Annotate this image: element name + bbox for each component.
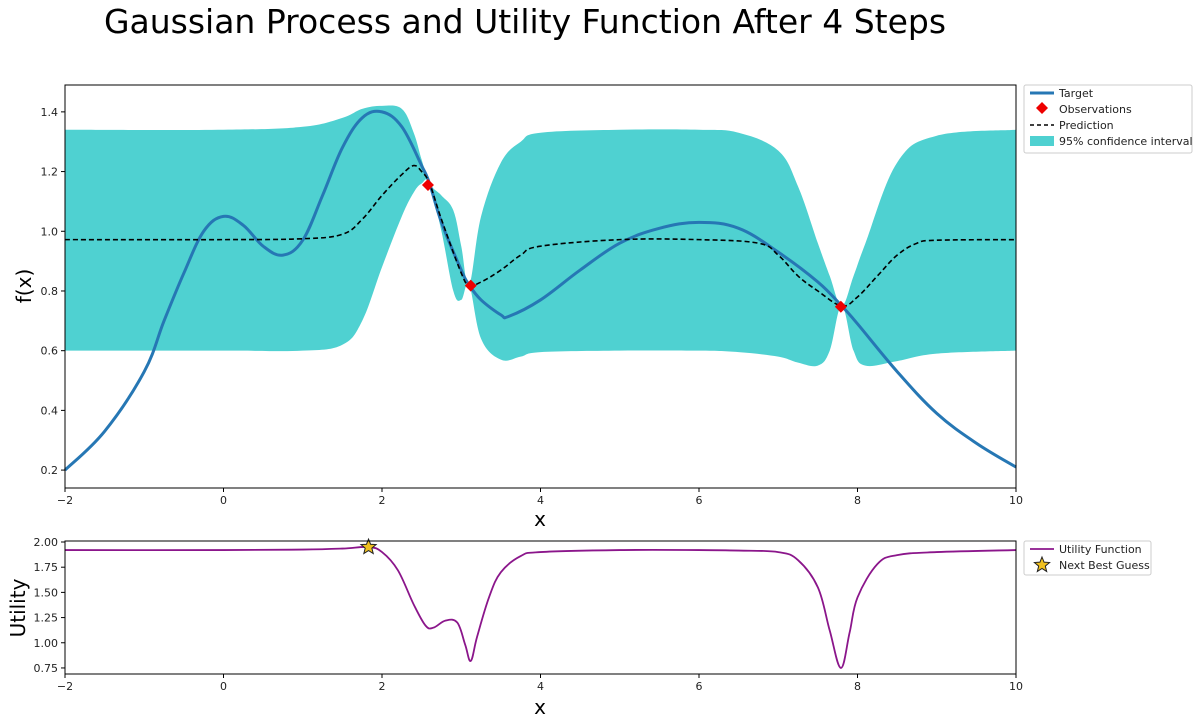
gp-x-tick-label: 2 [379, 494, 386, 507]
utility-panel: −2 0 2 4 6 8 10 0.75 1.00 1.25 1.50 1.75 2.00 x Uti… [6, 536, 1152, 719]
legend-observations-swatch [1036, 102, 1048, 114]
gp-x-tick-label: 10 [1009, 494, 1023, 507]
observation-point [464, 279, 477, 292]
utility-x-tick-label: 4 [537, 680, 544, 693]
utility-y-tick-label: 1.75 [34, 561, 59, 574]
utility-x-tick-label: 6 [696, 680, 703, 693]
legend-observations-label: Observations [1059, 103, 1132, 116]
chart-title: Gaussian Process and Utility Function Af… [104, 2, 946, 41]
observations-group [421, 179, 847, 313]
legend-next-guess-label: Next Best Guess [1059, 559, 1150, 572]
next-best-guess-star [359, 537, 378, 555]
utility-y-tick-label: 2.00 [34, 536, 59, 549]
utility-x-tick-label: 2 [379, 680, 386, 693]
observation-point [834, 300, 847, 313]
gp-y-tick-label: 1.4 [41, 106, 59, 119]
legend-utility-label: Utility Function [1059, 543, 1142, 556]
utility-x-tick-label: 0 [220, 680, 227, 693]
utility-y-tick-label: 1.50 [34, 586, 59, 599]
prediction-line [64, 164, 1017, 307]
utility-legend: Utility Function Next Best Guess [1023, 540, 1152, 576]
gp-x-axis: −2 0 2 4 6 8 10 [57, 488, 1023, 507]
gp-y-tick-label: 1.0 [41, 225, 59, 238]
utility-y-axis: 0.75 1.00 1.25 1.50 1.75 2.00 [34, 536, 65, 675]
observation-point [421, 179, 434, 192]
utility-y-tick-label: 1.25 [34, 612, 59, 625]
gp-legend: Target Observations Prediction 95% confi… [1023, 84, 1193, 154]
legend-ci-swatch [1030, 136, 1054, 146]
utility-y-tick-label: 1.00 [34, 637, 59, 650]
gp-y-tick-label: 0.6 [41, 345, 59, 358]
utility-plot-frame [64, 540, 1017, 675]
utility-x-tick-label: 10 [1009, 680, 1023, 693]
gp-x-tick-label: 8 [854, 494, 861, 507]
gp-y-tick-label: 1.2 [41, 166, 59, 179]
gp-y-axis: 0.2 0.4 0.6 0.8 1.0 1.2 1.4 [41, 106, 65, 477]
gp-y-axis-label: f(x) [12, 269, 36, 303]
confidence-band [65, 105, 1016, 367]
gp-x-tick-label: −2 [57, 494, 73, 507]
gp-x-axis-label: x [534, 507, 546, 531]
utility-line [64, 546, 1017, 669]
gp-y-tick-label: 0.2 [41, 464, 59, 477]
legend-next-guess-swatch [1033, 555, 1051, 573]
utility-y-tick-label: 0.75 [34, 662, 59, 675]
legend-prediction-label: Prediction [1059, 119, 1114, 132]
utility-x-tick-label: 8 [854, 680, 861, 693]
utility-y-axis-label: Utility [6, 578, 30, 637]
gp-panel: −2 0 2 4 6 8 10 0.2 0.4 0.6 0.8 1.0 1.2 1.4 x f(x) T… [12, 84, 1193, 531]
utility-x-axis-label: x [534, 695, 546, 719]
gp-legend-box [1023, 84, 1193, 154]
utility-x-tick-label: −2 [57, 680, 73, 693]
utility-x-axis: −2 0 2 4 6 8 10 [57, 674, 1023, 693]
gp-x-tick-label: 0 [220, 494, 227, 507]
legend-ci-label: 95% confidence interval [1059, 135, 1193, 148]
gp-x-tick-label: 6 [696, 494, 703, 507]
utility-legend-box [1023, 540, 1152, 576]
gp-x-tick-label: 4 [537, 494, 544, 507]
gp-y-tick-label: 0.8 [41, 285, 59, 298]
gp-y-tick-label: 0.4 [41, 404, 59, 417]
legend-target-label: Target [1058, 87, 1094, 100]
